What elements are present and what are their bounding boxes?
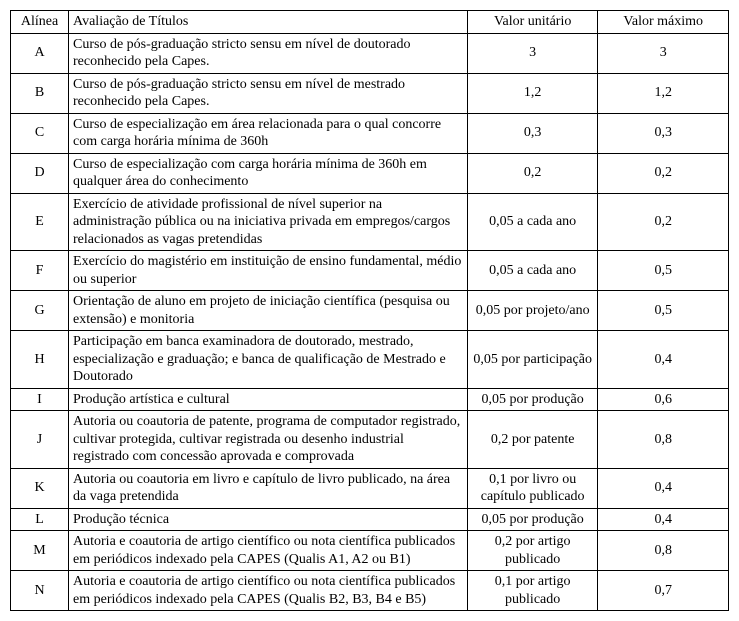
cell-alinea: M bbox=[11, 531, 69, 571]
cell-unit: 0,05 a cada ano bbox=[467, 193, 598, 251]
cell-unit: 0,3 bbox=[467, 113, 598, 153]
cell-alinea: J bbox=[11, 411, 69, 469]
cell-alinea: G bbox=[11, 291, 69, 331]
cell-max: 0,4 bbox=[598, 508, 729, 531]
titulos-table: Alínea Avaliação de Títulos Valor unitár… bbox=[10, 10, 729, 611]
table-row: G Orientação de aluno em projeto de inic… bbox=[11, 291, 729, 331]
table-row: K Autoria ou coautoria em livro e capítu… bbox=[11, 468, 729, 508]
cell-unit: 0,05 por produção bbox=[467, 388, 598, 411]
table-row: A Curso de pós-graduação stricto sensu e… bbox=[11, 33, 729, 73]
cell-max: 1,2 bbox=[598, 73, 729, 113]
cell-alinea: F bbox=[11, 251, 69, 291]
cell-alinea: D bbox=[11, 153, 69, 193]
cell-desc: Orientação de aluno em projeto de inicia… bbox=[69, 291, 468, 331]
cell-desc: Curso de especialização com carga horári… bbox=[69, 153, 468, 193]
cell-unit: 0,05 a cada ano bbox=[467, 251, 598, 291]
cell-max: 0,2 bbox=[598, 153, 729, 193]
cell-alinea: E bbox=[11, 193, 69, 251]
cell-unit: 0,2 por patente bbox=[467, 411, 598, 469]
cell-unit: 0,05 por participação bbox=[467, 331, 598, 389]
cell-max: 0,8 bbox=[598, 411, 729, 469]
table-row: N Autoria e coautoria de artigo científi… bbox=[11, 571, 729, 611]
cell-max: 0,8 bbox=[598, 531, 729, 571]
header-alinea: Alínea bbox=[11, 11, 69, 34]
table-row: L Produção técnica 0,05 por produção 0,4 bbox=[11, 508, 729, 531]
table-row: H Participação em banca examinadora de d… bbox=[11, 331, 729, 389]
cell-alinea: K bbox=[11, 468, 69, 508]
cell-desc: Participação em banca examinadora de dou… bbox=[69, 331, 468, 389]
cell-alinea: A bbox=[11, 33, 69, 73]
cell-alinea: H bbox=[11, 331, 69, 389]
table-row: J Autoria ou coautoria de patente, progr… bbox=[11, 411, 729, 469]
table-row: B Curso de pós-graduação stricto sensu e… bbox=[11, 73, 729, 113]
cell-desc: Autoria ou coautoria em livro e capítulo… bbox=[69, 468, 468, 508]
cell-unit: 0,1 por artigo publicado bbox=[467, 571, 598, 611]
cell-desc: Produção técnica bbox=[69, 508, 468, 531]
cell-alinea: B bbox=[11, 73, 69, 113]
table-row: I Produção artística e cultural 0,05 por… bbox=[11, 388, 729, 411]
cell-unit: 0,05 por produção bbox=[467, 508, 598, 531]
table-body: A Curso de pós-graduação stricto sensu e… bbox=[11, 33, 729, 611]
header-avaliacao: Avaliação de Títulos bbox=[69, 11, 468, 34]
cell-unit: 0,05 por projeto/ano bbox=[467, 291, 598, 331]
header-unitario: Valor unitário bbox=[467, 11, 598, 34]
table-row: F Exercício do magistério em instituição… bbox=[11, 251, 729, 291]
table-row: M Autoria e coautoria de artigo científi… bbox=[11, 531, 729, 571]
cell-alinea: I bbox=[11, 388, 69, 411]
table-row: E Exercício de atividade profissional de… bbox=[11, 193, 729, 251]
table-row: D Curso de especialização com carga horá… bbox=[11, 153, 729, 193]
cell-desc: Exercício de atividade profissional de n… bbox=[69, 193, 468, 251]
cell-unit: 0,2 bbox=[467, 153, 598, 193]
cell-max: 0,6 bbox=[598, 388, 729, 411]
cell-max: 0,4 bbox=[598, 331, 729, 389]
cell-unit: 3 bbox=[467, 33, 598, 73]
cell-desc: Curso de especialização em área relacion… bbox=[69, 113, 468, 153]
cell-max: 0,3 bbox=[598, 113, 729, 153]
cell-unit: 0,1 por livro ou capítulo publicado bbox=[467, 468, 598, 508]
table-row: C Curso de especialização em área relaci… bbox=[11, 113, 729, 153]
cell-desc: Curso de pós-graduação stricto sensu em … bbox=[69, 73, 468, 113]
cell-max: 3 bbox=[598, 33, 729, 73]
cell-desc: Exercício do magistério em instituição d… bbox=[69, 251, 468, 291]
cell-desc: Autoria e coautoria de artigo científico… bbox=[69, 531, 468, 571]
cell-unit: 0,2 por artigo publicado bbox=[467, 531, 598, 571]
cell-alinea: C bbox=[11, 113, 69, 153]
cell-unit: 1,2 bbox=[467, 73, 598, 113]
cell-max: 0,5 bbox=[598, 251, 729, 291]
cell-desc: Autoria ou coautoria de patente, program… bbox=[69, 411, 468, 469]
cell-alinea: L bbox=[11, 508, 69, 531]
cell-max: 0,5 bbox=[598, 291, 729, 331]
cell-max: 0,7 bbox=[598, 571, 729, 611]
cell-desc: Autoria e coautoria de artigo científico… bbox=[69, 571, 468, 611]
cell-max: 0,2 bbox=[598, 193, 729, 251]
cell-max: 0,4 bbox=[598, 468, 729, 508]
header-maximo: Valor máximo bbox=[598, 11, 729, 34]
cell-desc: Curso de pós-graduação stricto sensu em … bbox=[69, 33, 468, 73]
table-header-row: Alínea Avaliação de Títulos Valor unitár… bbox=[11, 11, 729, 34]
cell-alinea: N bbox=[11, 571, 69, 611]
cell-desc: Produção artística e cultural bbox=[69, 388, 468, 411]
